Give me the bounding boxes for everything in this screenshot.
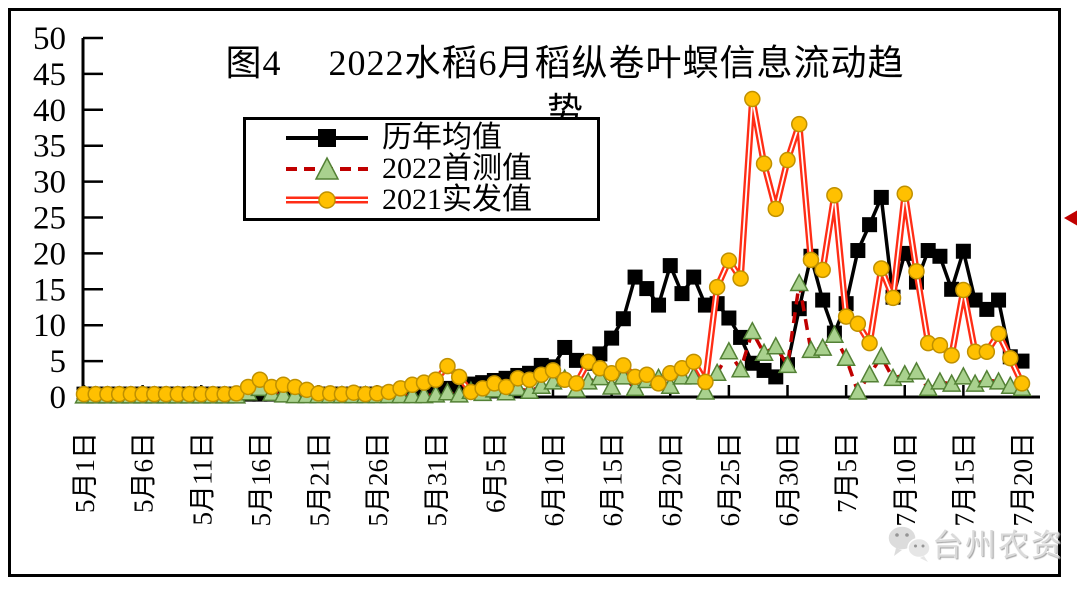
svg-text:7月5日: 7月5日	[832, 432, 862, 513]
legend-marker-black-square-icon	[286, 128, 368, 147]
data-series	[74, 90, 1032, 404]
legend-label: 2021实发值	[382, 183, 532, 217]
svg-text:5月11日: 5月11日	[187, 432, 217, 526]
legend-item-hist-mean: 历年均值	[246, 122, 597, 153]
svg-text:5月21日: 5月21日	[305, 432, 335, 527]
legend-marker-yellow-circle-icon	[286, 191, 368, 210]
svg-text:6月10日: 6月10日	[539, 432, 569, 527]
svg-text:6月5日: 6月5日	[480, 432, 510, 513]
red-left-arrow-annotation	[1064, 210, 1077, 226]
legend-label: 2022首测值	[382, 151, 532, 185]
svg-text:7月15日: 7月15日	[949, 432, 979, 527]
wechat-icon	[887, 524, 931, 562]
svg-text:5月6日: 5月6日	[129, 432, 159, 513]
svg-text:5月31日: 5月31日	[422, 432, 452, 527]
svg-text:45: 45	[33, 57, 66, 93]
svg-text:15: 15	[33, 272, 66, 308]
svg-text:35: 35	[33, 129, 66, 165]
legend: 历年均值 2022首测值 2021实发值	[243, 117, 600, 221]
legend-item-2022-first: 2022首测值	[246, 153, 597, 184]
legend-item-2021-actual: 2021实发值	[246, 185, 597, 216]
svg-text:50: 50	[33, 21, 66, 57]
series-2-circle	[75, 90, 1031, 403]
svg-text:5: 5	[50, 344, 67, 380]
svg-text:0: 0	[50, 380, 67, 416]
legend-marker-green-triangle-icon	[286, 156, 368, 180]
watermark: 台州农资	[886, 520, 1064, 565]
svg-text:5月1日: 5月1日	[70, 432, 100, 513]
page-title: 图4 2022水稻6月稻纵卷叶螟信息流动趋	[225, 43, 905, 83]
svg-text:30: 30	[33, 165, 66, 201]
svg-text:25: 25	[33, 201, 66, 237]
legend-label: 历年均值	[382, 120, 502, 154]
chart-frame	[8, 8, 1061, 577]
svg-text:20: 20	[33, 236, 66, 272]
svg-text:10: 10	[33, 308, 66, 344]
svg-text:40: 40	[33, 93, 66, 129]
svg-text:5月26日: 5月26日	[363, 432, 393, 527]
svg-text:6月15日: 6月15日	[598, 432, 628, 527]
svg-text:7月10日: 7月10日	[891, 432, 921, 527]
svg-text:6月20日: 6月20日	[656, 432, 686, 527]
svg-text:6月25日: 6月25日	[715, 432, 745, 527]
svg-text:5月16日: 5月16日	[246, 432, 276, 527]
svg-text:6月30日: 6月30日	[774, 432, 804, 527]
watermark-text: 台州农资	[932, 528, 1064, 563]
svg-text:7月20日: 7月20日	[1008, 432, 1038, 527]
